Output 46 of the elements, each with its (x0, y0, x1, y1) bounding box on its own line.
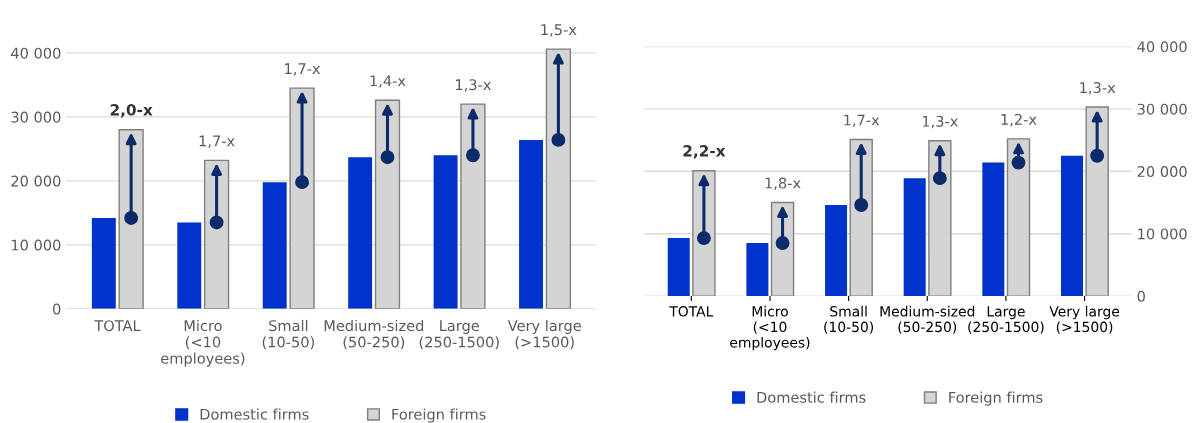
x-tick-label: Small (10-50) (262, 319, 314, 350)
annotation: 1,3-x (1080, 82, 1116, 95)
annotation: 1,5-x (541, 24, 577, 37)
y-tick-label: 40 000 (11, 47, 61, 59)
y-tick-label: 20 000 (11, 175, 61, 187)
bar (177, 222, 202, 309)
y-tick-label: 30 000 (11, 111, 61, 123)
x-tick-label: Small (10-50) (824, 305, 874, 334)
x-tick-label: Very large (>1500) (507, 319, 581, 350)
bar (825, 205, 848, 297)
bar (262, 182, 287, 309)
legend-label: Domestic firms (757, 391, 866, 403)
y2-tick-label: 0 (1137, 290, 1145, 302)
annotation: 1,8-x (765, 177, 801, 191)
bar (433, 155, 458, 309)
annotation: 1,7-x (285, 63, 321, 76)
bar (348, 157, 373, 309)
annotation: 1,3-x (922, 115, 958, 129)
bar (903, 178, 926, 297)
y2-tick-label: 30 000 (1137, 103, 1187, 115)
x-tick-label: TOTAL (94, 320, 141, 332)
bar (91, 217, 116, 309)
annotation: 1,2-x (1001, 113, 1037, 127)
annotation: 1,3-x (456, 79, 491, 92)
bar (982, 162, 1005, 297)
y2-tick-label: 10 000 (1138, 228, 1187, 240)
annotation: 2,0-x (110, 104, 153, 118)
y-tick-label: 10 000 (11, 239, 61, 251)
y2-tick-label: 40 000 (1137, 41, 1187, 53)
x-tick-label: Micro (<10 employees) (161, 319, 245, 367)
bar (1060, 155, 1083, 297)
annotation: 2,2-x (683, 145, 726, 159)
legend-label: Domestic firms (200, 408, 309, 420)
annotation: 1,7-x (199, 135, 235, 148)
x-tick-label: Very large (>1500) (1049, 305, 1120, 334)
x-tick-label: TOTAL (669, 306, 714, 317)
bar (519, 139, 543, 309)
y-tick-label: 0 (53, 303, 61, 315)
annotation: 1,4-x (370, 75, 406, 88)
x-tick-label: Micro (<10 employees) (730, 305, 810, 351)
annotation: 1,7-x (844, 114, 880, 128)
bar (667, 238, 690, 297)
legend-label: Foreign firms (949, 391, 1043, 406)
bar (746, 243, 769, 297)
y2-tick-label: 20 000 (1137, 166, 1187, 178)
legend-label: Foreign firms (392, 408, 486, 423)
